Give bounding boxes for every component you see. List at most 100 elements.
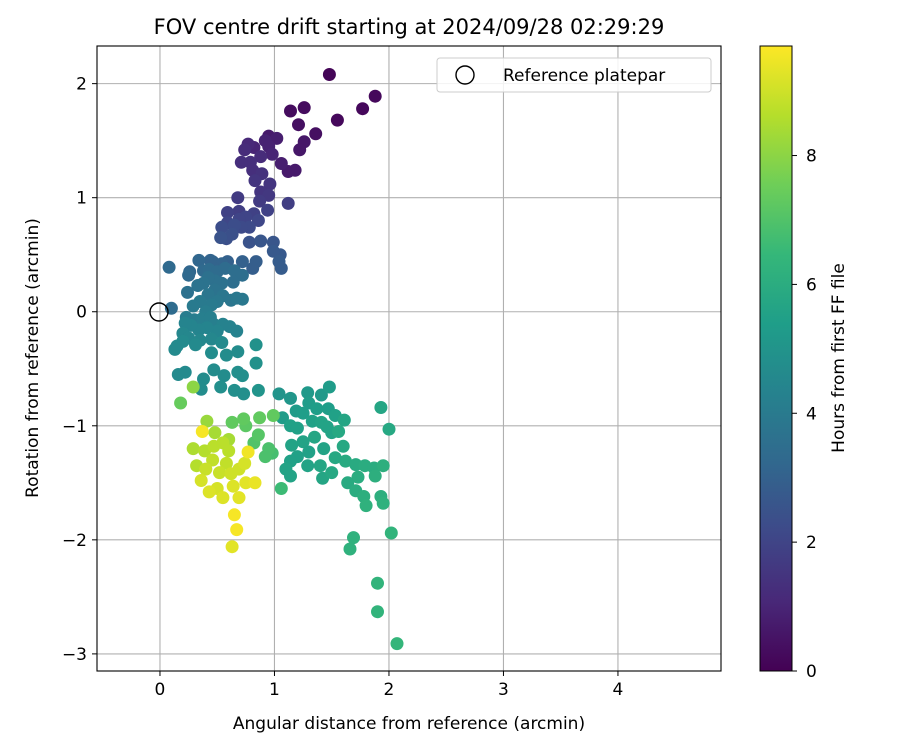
data-point [266,409,280,422]
data-point [237,412,251,426]
colorbar [759,45,793,672]
data-point [168,342,182,356]
colorbar-ticks: 0 2 4 6 8 [792,147,817,682]
data-point [254,234,268,248]
data-point [226,479,240,493]
data-point [226,275,240,289]
data-point [181,285,194,299]
x-tick-label: 0 [155,680,166,700]
data-point [216,491,230,505]
data-point [215,336,229,349]
data-point [235,268,249,282]
data-point [230,523,244,537]
data-point [191,279,205,292]
data-point [248,174,262,188]
data-point [270,131,284,145]
data-point [284,391,297,405]
data-point [343,542,357,556]
data-point [296,435,310,449]
colorbar-tick-label: 0 [806,662,817,682]
data-point [261,203,275,217]
data-point [263,177,277,191]
y-tick-label: 2 [76,75,87,95]
data-point [274,482,288,495]
data-point [359,499,373,513]
data-point [195,425,209,438]
data-point [248,476,262,490]
data-point [390,637,404,651]
colorbar-label: Hours from first FF file [829,263,849,453]
data-point [249,338,263,352]
legend-label: Reference platepar [503,66,665,86]
data-point [296,406,310,420]
colorbar-tick-label: 4 [806,404,817,424]
data-point [356,102,370,116]
data-point [313,459,327,473]
data-point [251,428,265,442]
data-point [285,438,299,452]
x-tick-label: 4 [613,680,624,700]
legend: Reference platepar [436,57,712,93]
colorbar-tick-label: 8 [806,147,817,167]
data-point [202,485,216,499]
data-point [186,442,200,456]
data-point [328,451,342,465]
data-point [266,244,280,258]
data-point [322,68,336,81]
data-point [297,101,311,115]
data-point [314,388,328,402]
data-point [238,456,252,470]
y-tick-label: −3 [62,645,87,665]
data-point [205,346,218,360]
data-point [200,414,214,428]
data-point [281,196,295,210]
data-point [376,496,390,510]
data-point [239,476,253,490]
data-point [337,413,351,427]
y-tick-label: −1 [62,417,87,437]
data-point [178,316,192,330]
data-point [339,454,352,468]
data-point [234,155,248,169]
data-point [221,206,234,219]
x-tick-label: 3 [498,680,509,700]
data-point [330,113,344,127]
data-point [214,231,228,245]
data-point [217,369,231,383]
data-point [194,474,208,487]
y-axis-label: Rotation from reference (arcmin) [23,218,43,498]
data-point [253,194,267,208]
data-point [274,157,288,170]
data-point [214,380,228,394]
data-point [235,369,249,383]
data-point [197,372,210,386]
x-tick-label: 1 [269,680,280,700]
data-point [219,456,233,470]
legend-box [436,57,712,93]
colorbar-tick-label: 2 [806,533,817,553]
y-tick-label: 0 [76,303,87,323]
data-point [249,356,263,370]
data-point [192,253,206,267]
data-point [206,453,220,467]
data-point [322,380,336,394]
data-point [384,526,398,540]
data-point [251,214,265,227]
data-point [266,235,280,249]
data-point [182,268,196,282]
data-point [272,387,286,401]
reference-platepar-marker [149,302,169,322]
data-point [284,469,297,483]
data-point [231,345,245,359]
data-point [241,445,255,459]
data-point [382,422,396,436]
data-point [246,261,260,275]
data-point [341,476,355,490]
data-point [215,220,229,234]
data-point [302,445,316,459]
data-point [222,444,236,458]
data-point [235,292,249,306]
data-point [336,439,350,453]
